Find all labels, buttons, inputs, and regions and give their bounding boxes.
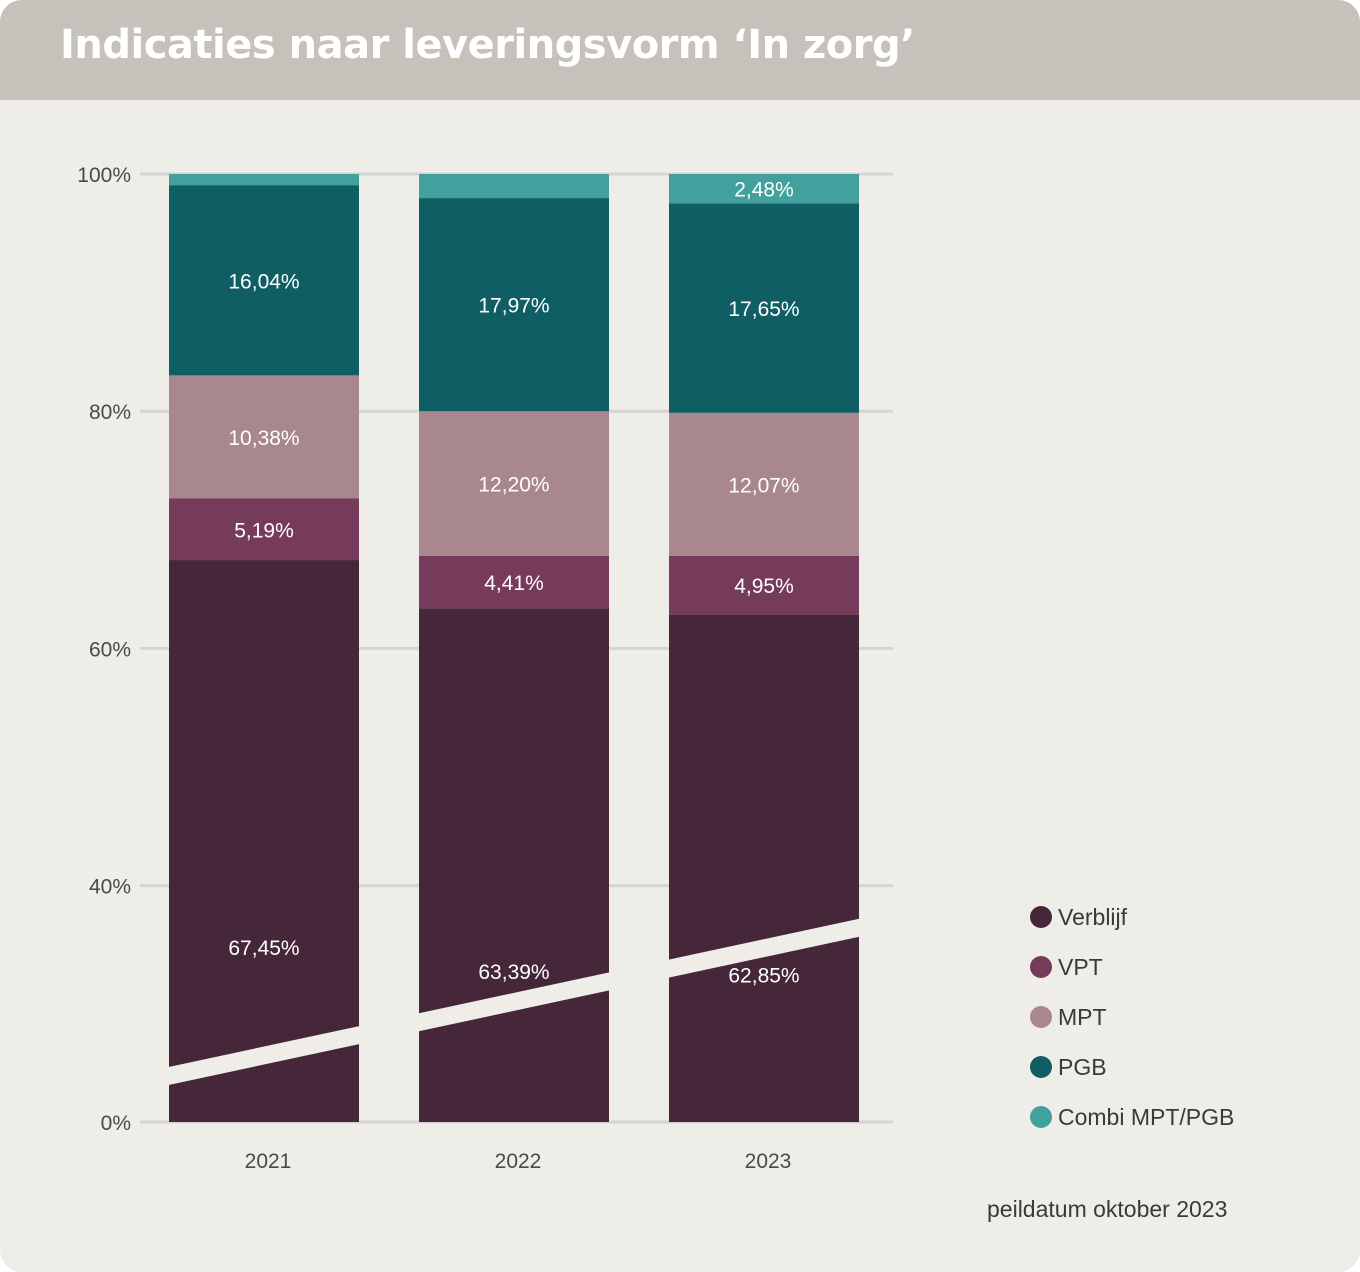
data-label-2023-combi-mpt-pgb: 2,48%: [734, 179, 794, 202]
bar-2022-pgb: [419, 198, 609, 412]
y-tick-label-100: 100%: [77, 164, 131, 187]
chart-title: Indicaties naar leveringsvorm ‘In zorg’: [60, 22, 915, 68]
data-label-2023-verblijf: 62,85%: [728, 964, 799, 987]
data-label-2021-mpt: 10,38%: [228, 427, 299, 450]
data-label-2023-vpt: 4,95%: [734, 575, 794, 598]
bar-2021-pgb: [169, 185, 359, 376]
legend-label-verblijf: Verblijf: [1058, 904, 1128, 930]
legend-swatch-verblijf: [1030, 906, 1052, 928]
bar-2021-mpt: [169, 375, 359, 499]
bar-2023-pgb: [669, 203, 859, 413]
legend-swatch-vpt: [1030, 956, 1052, 978]
legend-swatch-mpt: [1030, 1006, 1052, 1028]
x-tick-label-2022: 2022: [495, 1150, 542, 1173]
data-label-2022-verblijf: 63,39%: [478, 961, 549, 984]
footnote: peildatum oktober 2023: [987, 1196, 1228, 1222]
data-label-2023-pgb: 17,65%: [728, 298, 799, 321]
x-tick-label-2023: 2023: [745, 1150, 792, 1173]
data-label-2021-vpt: 5,19%: [234, 519, 294, 542]
bar-2021-verblijf: [169, 560, 359, 1122]
legend-swatch-pgb: [1030, 1056, 1052, 1078]
data-label-2021-verblijf: 67,45%: [228, 937, 299, 960]
y-tick-label-40: 40%: [89, 876, 131, 899]
legend-label-vpt: VPT: [1058, 954, 1103, 980]
bar-2022-combi-mpt-pgb: [419, 174, 609, 199]
data-label-2022-mpt: 12,20%: [478, 474, 549, 497]
y-tick-label-60: 60%: [89, 638, 131, 661]
axis-break-band: [150, 910, 900, 1089]
bar-2021-vpt: [169, 498, 359, 561]
bar-2023-combi-mpt-pgb: [669, 174, 859, 204]
bar-2022-verblijf: [419, 608, 609, 1122]
x-tick-label-2021: 2021: [245, 1150, 292, 1173]
legend-label-mpt: MPT: [1058, 1004, 1107, 1030]
data-label-2022-vpt: 4,41%: [484, 572, 544, 595]
y-tick-label-0: 0%: [101, 1112, 131, 1135]
bar-2021-combi-mpt-pgb: [169, 174, 359, 186]
legend-label-pgb: PGB: [1058, 1054, 1107, 1080]
y-tick-label-80: 80%: [89, 401, 131, 424]
data-label-2023-mpt: 12,07%: [728, 474, 799, 497]
bar-2022-mpt: [419, 411, 609, 556]
legend-label-combi: Combi MPT/PGB: [1058, 1104, 1235, 1130]
legend-swatch-combi: [1030, 1106, 1052, 1128]
data-label-2021-pgb: 16,04%: [228, 270, 299, 293]
bar-2022-vpt: [419, 555, 609, 609]
bar-2023-vpt: [669, 555, 859, 615]
bar-2023-mpt: [669, 412, 859, 556]
data-label-2022-pgb: 17,97%: [478, 295, 549, 318]
bar-2023-verblijf: [669, 614, 859, 1122]
title-bar: Indicaties naar leveringsvorm ‘In zorg’: [0, 0, 1360, 100]
